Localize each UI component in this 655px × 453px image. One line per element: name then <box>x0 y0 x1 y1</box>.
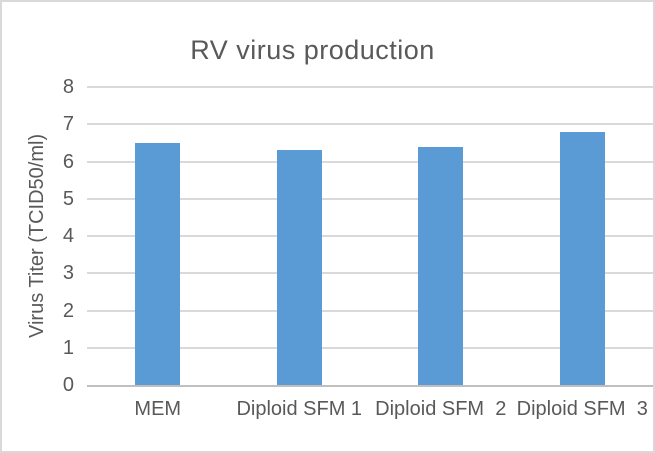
x-axis-label: Diploid SFM 2 <box>375 398 507 420</box>
y-axis-tick-labels: 0 1 2 3 4 5 6 7 8 <box>2 76 74 396</box>
gridline <box>87 197 653 200</box>
y-tick-label: 7 <box>62 113 74 136</box>
x-axis-label: Diploid SFM 3 <box>516 398 648 420</box>
gridline <box>87 235 653 237</box>
y-tick-label: 4 <box>62 225 74 247</box>
chart-title: RV virus production <box>190 35 435 65</box>
gridline <box>87 86 653 88</box>
gridline <box>87 346 653 349</box>
y-tick-label: 0 <box>62 374 74 396</box>
gridline <box>87 272 653 275</box>
bar-diploid-sfm-1 <box>276 150 322 385</box>
y-tick-label: 3 <box>62 262 74 285</box>
gridline <box>87 160 653 163</box>
plot-area <box>87 86 653 387</box>
x-axis-label: Diploid SFM 1 <box>236 398 363 420</box>
bar-diploid-sfm-2 <box>418 146 464 385</box>
gridline <box>87 123 653 126</box>
y-tick-label: 8 <box>62 76 74 98</box>
y-tick-label: 2 <box>62 299 74 322</box>
gridline <box>87 309 653 312</box>
x-axis-label: MEM <box>134 398 182 420</box>
x-axis-line <box>87 385 653 387</box>
y-tick-label: 1 <box>62 336 74 359</box>
x-axis-labels: MEM Diploid SFM 1 Diploid SFM 2 Diploid SFM… <box>87 396 653 422</box>
y-tick-label: 5 <box>62 187 74 210</box>
bar-mem <box>135 142 181 385</box>
y-tick-label: 6 <box>62 150 74 173</box>
bar-diploid-sfm-3 <box>559 131 605 385</box>
